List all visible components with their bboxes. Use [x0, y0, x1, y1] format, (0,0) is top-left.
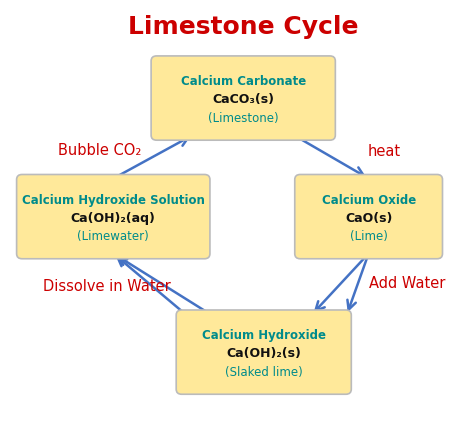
Text: Bubble CO₂: Bubble CO₂ [58, 143, 141, 158]
Text: Calcium Hydroxide: Calcium Hydroxide [202, 329, 326, 342]
FancyBboxPatch shape [176, 310, 351, 394]
Text: (Slaked lime): (Slaked lime) [225, 366, 302, 379]
FancyBboxPatch shape [295, 175, 443, 259]
Text: Ca(OH)₂(s): Ca(OH)₂(s) [226, 347, 301, 360]
Text: Limestone Cycle: Limestone Cycle [128, 15, 358, 39]
Text: Calcium Hydroxide Solution: Calcium Hydroxide Solution [22, 194, 205, 207]
Text: (Limestone): (Limestone) [208, 112, 279, 124]
Text: Calcium Carbonate: Calcium Carbonate [181, 75, 306, 88]
Text: (Lime): (Lime) [350, 230, 388, 243]
Text: CaCO₃(s): CaCO₃(s) [212, 93, 274, 106]
Text: Calcium Oxide: Calcium Oxide [321, 194, 416, 207]
FancyBboxPatch shape [17, 175, 210, 259]
FancyBboxPatch shape [151, 56, 335, 140]
Text: heat: heat [368, 144, 401, 159]
Text: (Limewater): (Limewater) [77, 230, 149, 243]
Text: Dissolve in Water: Dissolve in Water [43, 279, 170, 294]
Text: Add Water: Add Water [369, 275, 446, 290]
Text: CaO(s): CaO(s) [345, 211, 392, 225]
Text: Ca(OH)₂(aq): Ca(OH)₂(aq) [71, 211, 156, 225]
